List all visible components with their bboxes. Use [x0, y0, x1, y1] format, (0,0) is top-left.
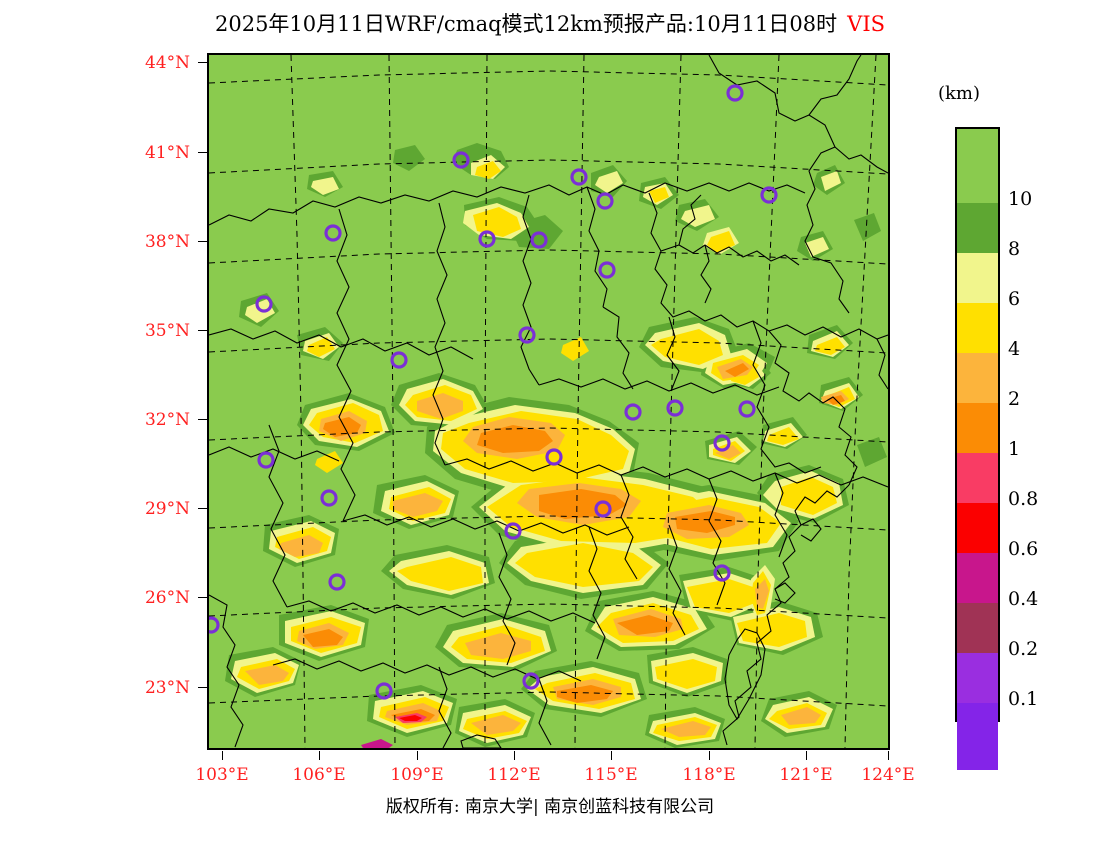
x-tick-118 — [709, 751, 710, 760]
x-tick-124 — [888, 751, 889, 760]
y-axis-label-23: 23°N — [144, 678, 190, 698]
y-tick-32 — [198, 419, 207, 420]
y-tick-44 — [198, 62, 207, 63]
x-tick-106 — [319, 751, 320, 760]
colorbar-label-4: 4 — [1008, 338, 1021, 360]
colorbar-label-04: 0.4 — [1008, 588, 1039, 610]
visibility-map — [209, 55, 888, 748]
x-axis-label-109: 109°E — [390, 765, 444, 785]
colorbar-band-02-04 — [957, 603, 998, 653]
x-tick-103 — [222, 751, 223, 760]
x-axis-label-115: 115°E — [584, 765, 638, 785]
colorbar-band-01-02 — [957, 653, 998, 703]
x-axis-label-112: 112°E — [487, 765, 541, 785]
colorbar-band-8-10 — [957, 203, 998, 253]
y-tick-35 — [198, 330, 207, 331]
colorbar-band-gt10 — [957, 129, 998, 203]
y-axis-label-26: 26°N — [144, 588, 190, 608]
y-tick-23 — [198, 687, 207, 688]
colorbar-unit-label: (km) — [938, 83, 981, 104]
y-tick-41 — [198, 152, 207, 153]
colorbar-band-04-06 — [957, 553, 998, 603]
colorbar-label-6: 6 — [1008, 288, 1021, 310]
title-variable-label: VIS — [847, 12, 886, 36]
y-axis-label-44: 44°N — [144, 53, 190, 73]
x-tick-112 — [514, 751, 515, 760]
y-axis-label-32: 32°N — [144, 410, 190, 430]
colorbar-band-08-1 — [957, 453, 998, 503]
map-plot-area[interactable] — [207, 53, 890, 750]
colorbar-band-1-2 — [957, 403, 998, 453]
y-axis-label-29: 29°N — [144, 499, 190, 519]
colorbar-label-06: 0.6 — [1008, 538, 1039, 560]
y-tick-38 — [198, 241, 207, 242]
x-axis-label-118: 118°E — [682, 765, 736, 785]
colorbar-label-1: 1 — [1008, 438, 1021, 460]
x-axis-label-124: 124°E — [861, 765, 915, 785]
colorbar-band-lt01 — [957, 703, 998, 770]
colorbar-label-01: 0.1 — [1008, 688, 1039, 710]
colorbar-band-06-08 — [957, 503, 998, 553]
x-tick-109 — [417, 751, 418, 760]
colorbar-label-8: 8 — [1008, 238, 1021, 260]
x-axis-label-121: 121°E — [779, 765, 833, 785]
x-axis-label-106: 106°E — [292, 765, 346, 785]
y-axis-label-41: 41°N — [144, 143, 190, 163]
x-tick-115 — [611, 751, 612, 760]
colorbar-label-02: 0.2 — [1008, 638, 1039, 660]
x-axis-label-103: 103°E — [195, 765, 249, 785]
y-axis-label-38: 38°N — [144, 232, 190, 252]
colorbar — [955, 127, 1000, 770]
colorbar-band-2-4 — [957, 353, 998, 403]
colorbar-label-08: 0.8 — [1008, 488, 1039, 510]
y-axis-label-35: 35°N — [144, 321, 190, 341]
page-title: 2025年10月11日WRF/cmaq模式12km预报产品:10月11日08时 V… — [0, 8, 1100, 38]
station-markers — [209, 84, 778, 700]
x-tick-121 — [806, 751, 807, 760]
colorbar-band-6-8 — [957, 253, 998, 303]
y-tick-29 — [198, 508, 207, 509]
title-main-text: 2025年10月11日WRF/cmaq模式12km预报产品:10月11日08时 — [214, 12, 838, 36]
colorbar-label-10: 10 — [1008, 188, 1033, 210]
colorbar-label-2: 2 — [1008, 388, 1021, 410]
y-tick-26 — [198, 597, 207, 598]
colorbar-band-4-6 — [957, 303, 998, 353]
copyright-footer: 版权所有: 南京大学| 南京创蓝科技有限公司 — [385, 797, 715, 817]
